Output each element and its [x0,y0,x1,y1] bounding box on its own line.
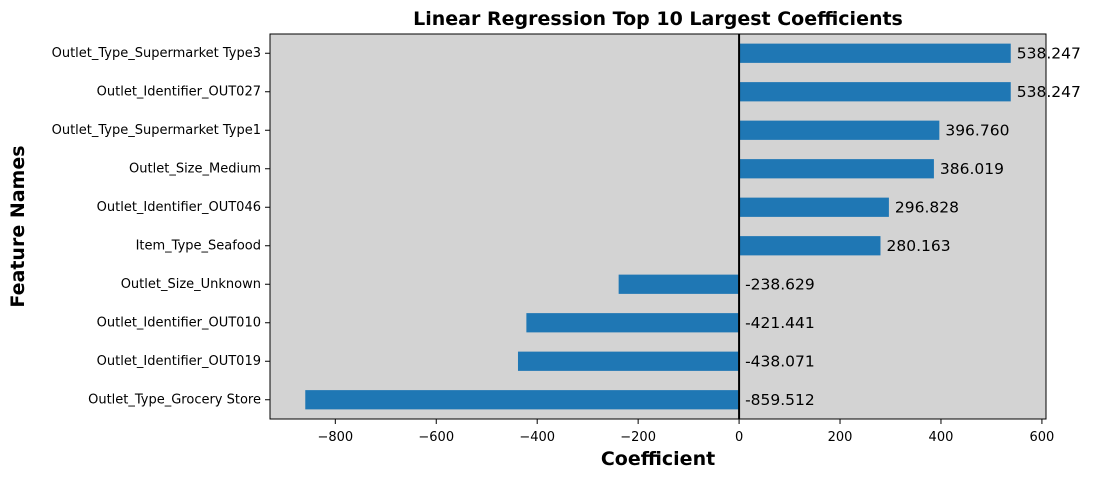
bar [305,390,740,410]
x-tick-label: 0 [735,430,743,445]
y-ticks-group: Outlet_Type_Supermarket Type3 Outlet_Iden… [52,46,270,407]
data-label: -438.071 [745,352,815,370]
x-tick-label: 400 [929,430,954,445]
bar [526,313,740,333]
y-tick-label: Outlet_Identifier_OUT046 [97,200,261,215]
plot-frame [269,33,1047,420]
y-tick-label: Outlet_Identifier_OUT019 [97,354,261,369]
data-label: -238.629 [745,275,815,293]
data-label: 280.163 [886,237,950,255]
data-labels-group: 538.247 538.247 396.760 386.019 296.828 280.1… [745,44,1081,409]
data-label: 538.247 [1017,44,1081,62]
y-tick-label: Outlet_Identifier_OUT010 [97,315,261,330]
y-tick-label: Outlet_Size_Unknown [121,277,261,292]
x-axis-label: Coefficient [601,448,715,470]
x-tick-label: 600 [1029,430,1054,445]
data-label: 538.247 [1017,83,1081,101]
bar [739,82,1011,102]
bar [739,197,889,217]
y-tick-label: Outlet_Type_Supermarket Type1 [52,123,261,138]
x-tick-label: 200 [828,430,853,445]
data-label: 396.760 [945,121,1009,139]
y-axis-label: Feature Names [7,145,29,307]
y-tick-label: Outlet_Type_Supermarket Type3 [52,46,261,61]
y-tick-label: Outlet_Type_Grocery Store [88,392,261,407]
y-tick-label: Item_Type_Seafood [136,238,261,253]
y-tick-label: Outlet_Identifier_OUT027 [97,84,261,99]
bar [618,274,740,294]
bar [739,159,934,179]
bar [739,120,940,140]
data-label: 386.019 [940,160,1004,178]
data-label: -421.441 [745,314,815,332]
bar [739,43,1011,63]
data-label: 296.828 [895,198,959,216]
data-label: -859.512 [745,391,815,409]
y-tick-label: Outlet_Size_Medium [129,161,261,176]
x-tick-label: −400 [519,430,555,445]
bar [517,351,740,371]
bars-group [305,43,1011,410]
x-tick-label: −600 [418,430,454,445]
x-ticks-group: −800 −600 −400 −200 0 200 400 600 [317,419,1054,445]
bar [739,236,881,256]
x-tick-label: −800 [317,430,353,445]
x-tick-label: −200 [620,430,656,445]
chart-title: Linear Regression Top 10 Largest Coeffic… [413,8,903,30]
